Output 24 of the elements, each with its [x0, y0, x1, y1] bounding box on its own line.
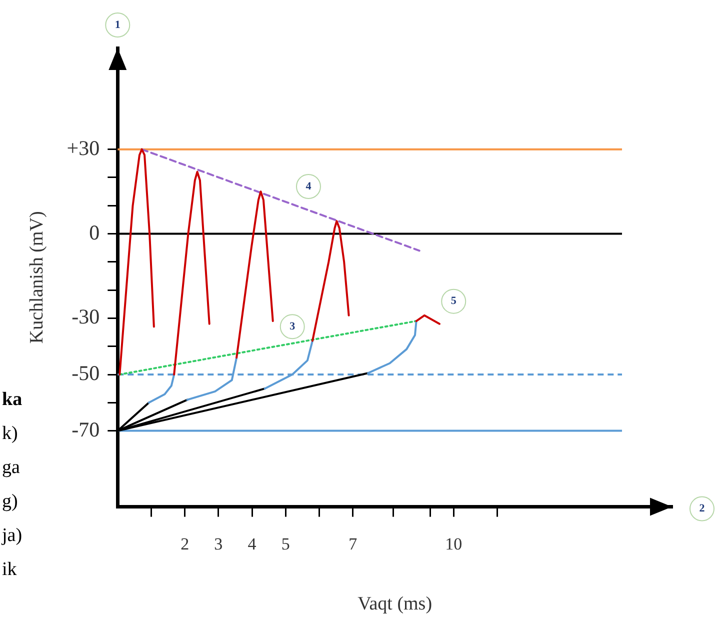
- x-tick-label: 5: [281, 534, 290, 554]
- annotation: 4: [306, 180, 312, 192]
- annotation: 3: [290, 320, 296, 332]
- text: 2: [699, 502, 706, 515]
- text: ka: [2, 388, 23, 410]
- x-tick-label: 4: [248, 534, 257, 554]
- y-tick-label: +30: [66, 136, 100, 160]
- text: g): [2, 490, 18, 512]
- y-tick-label: -70: [72, 417, 100, 442]
- y-tick-label: -50: [72, 361, 100, 386]
- y-tick-label: 0: [89, 220, 100, 244]
- y-axis-title: Kuchlanish (mV): [26, 211, 48, 344]
- text: ja): [1, 524, 22, 546]
- text: ga: [2, 456, 20, 478]
- text: k): [2, 422, 18, 444]
- x-tick-label: 3: [214, 534, 223, 554]
- annotation: 5: [450, 295, 457, 308]
- y-tick-label: -30: [72, 304, 100, 329]
- x-tick-label: 10: [445, 534, 462, 554]
- x-tick-label: 2: [180, 534, 190, 554]
- text: ik: [2, 558, 18, 580]
- text: 1: [114, 18, 120, 31]
- x-tick-label: 7: [348, 534, 358, 554]
- x-axis-title: Vaqt (ms): [358, 594, 432, 615]
